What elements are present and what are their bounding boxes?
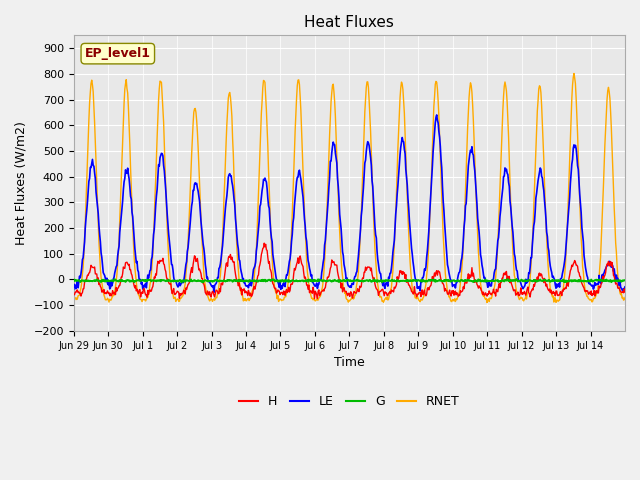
Legend: H, LE, G, RNET: H, LE, G, RNET xyxy=(234,390,465,413)
Title: Heat Fluxes: Heat Fluxes xyxy=(305,15,394,30)
Text: EP_level1: EP_level1 xyxy=(85,47,151,60)
Y-axis label: Heat Fluxes (W/m2): Heat Fluxes (W/m2) xyxy=(15,121,28,245)
X-axis label: Time: Time xyxy=(334,356,365,369)
